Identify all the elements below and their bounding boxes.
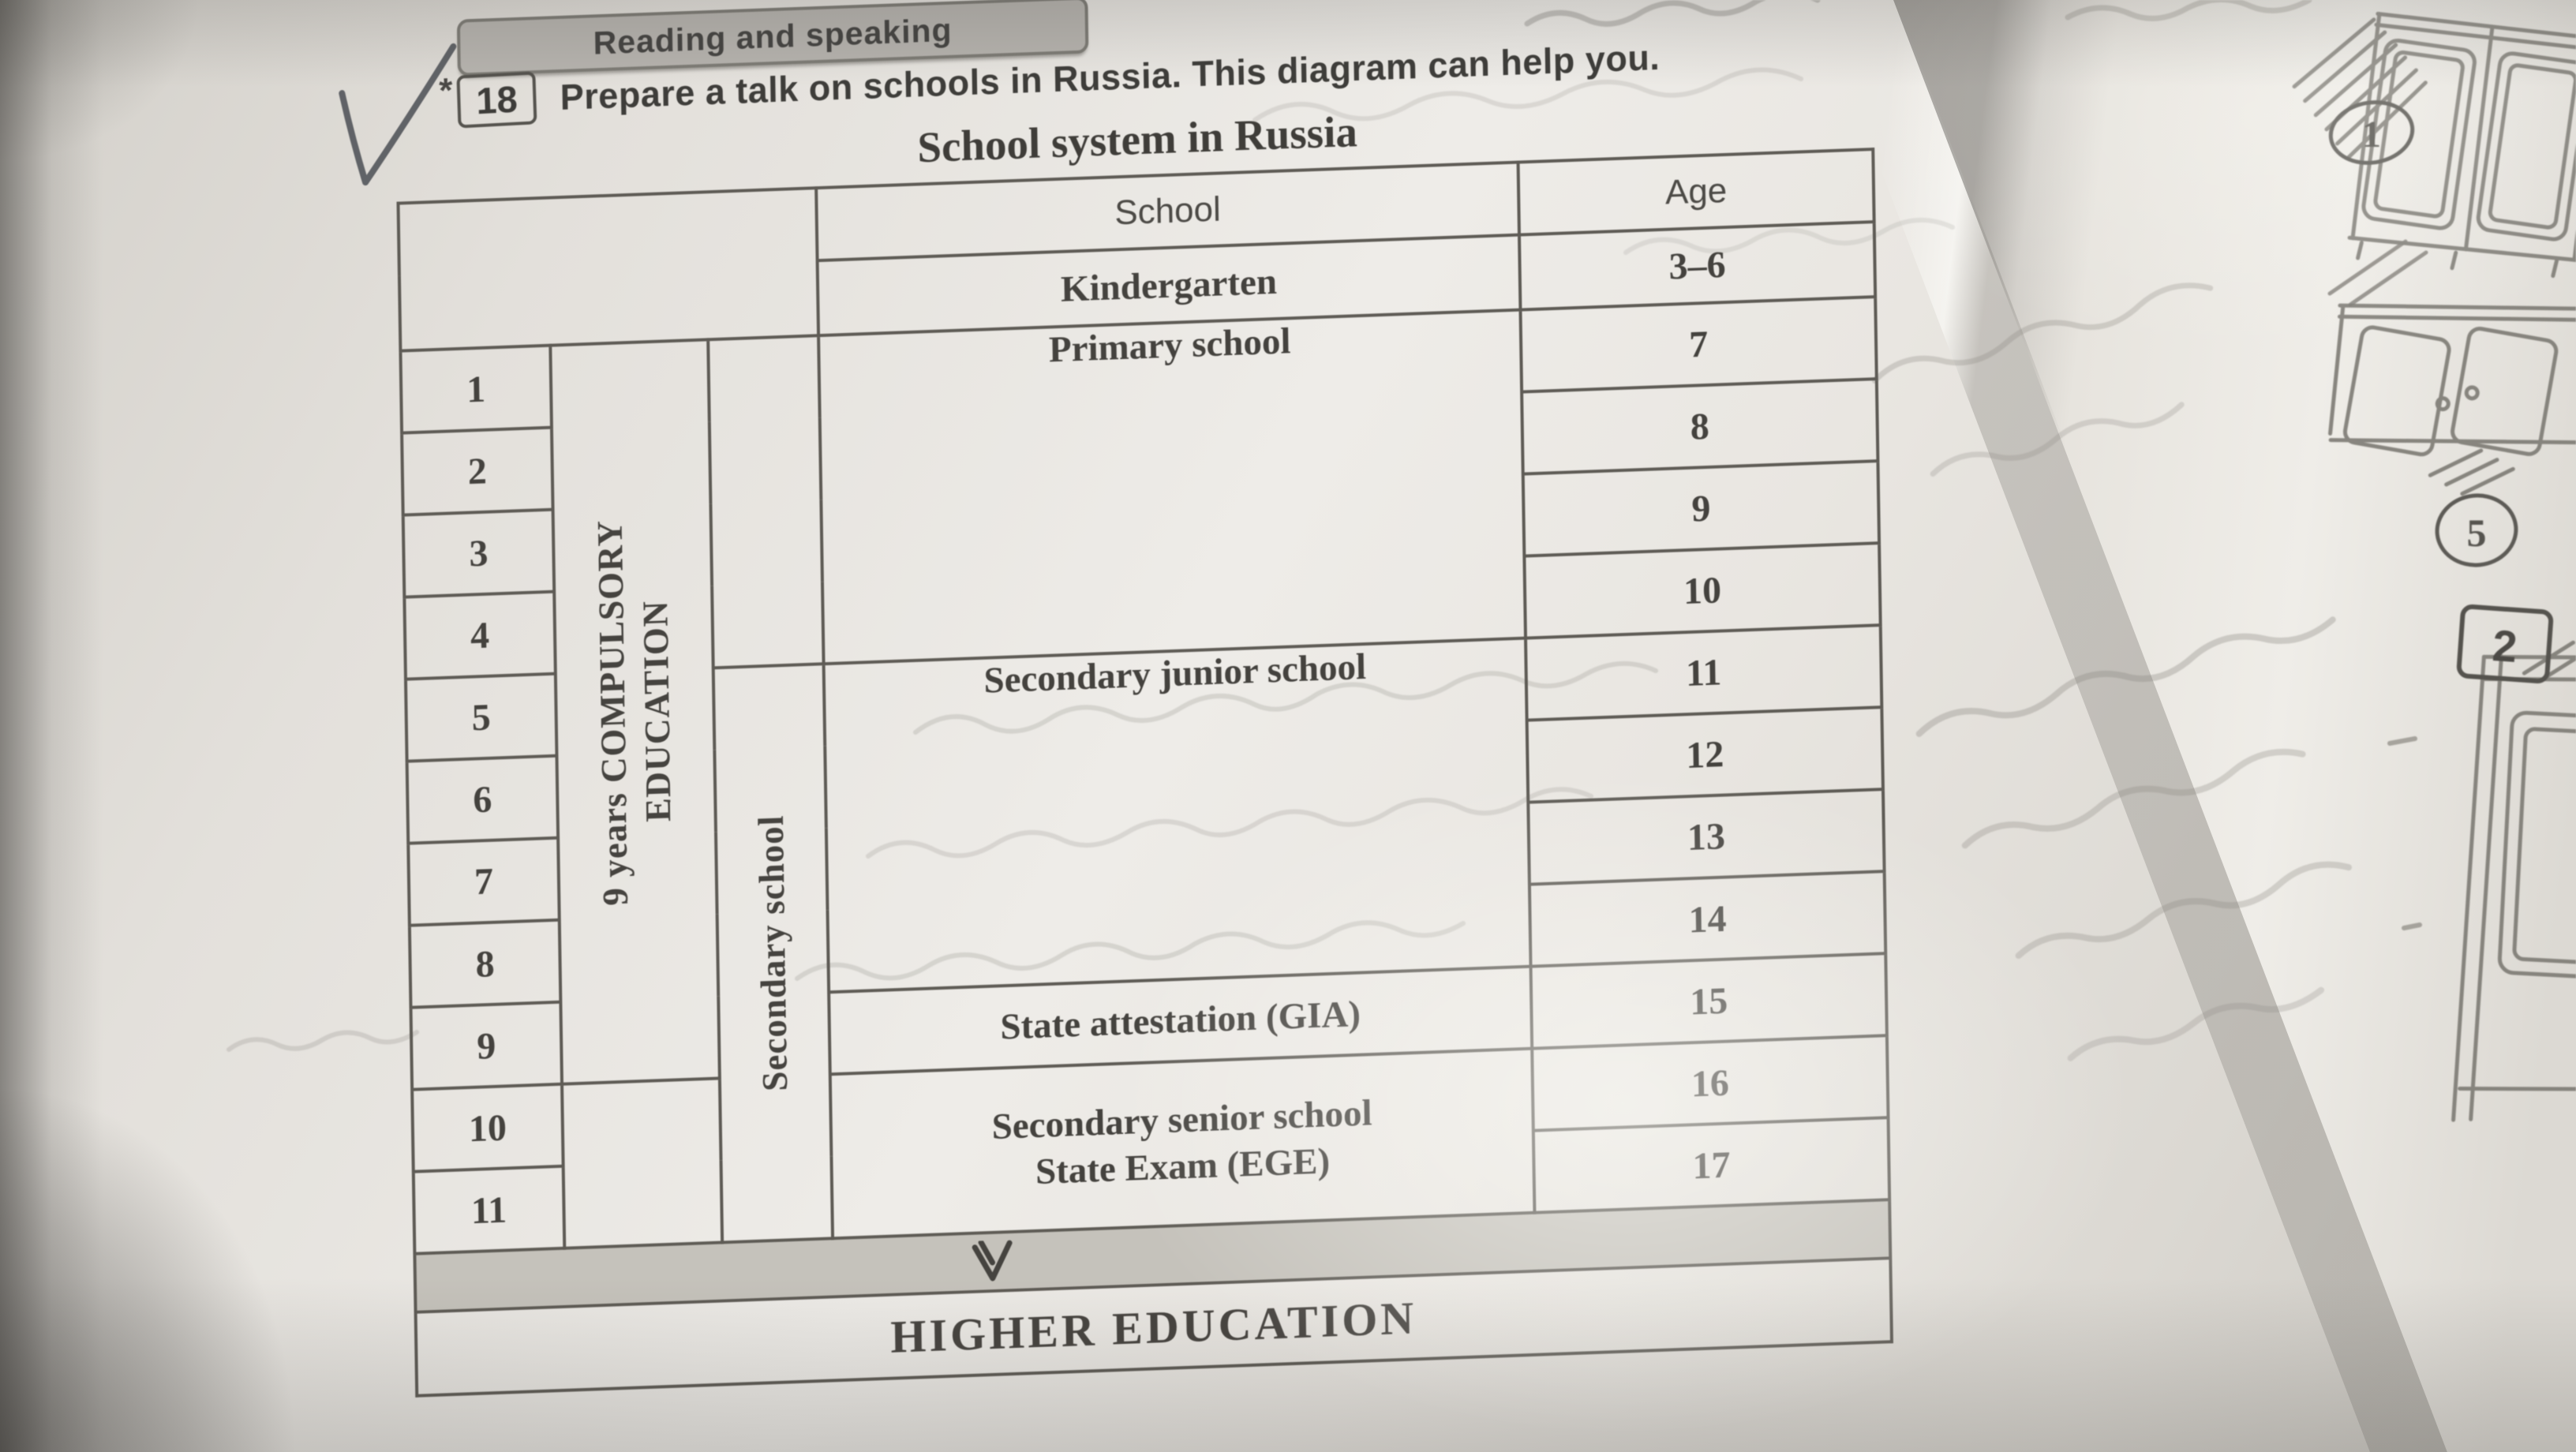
age-cell: 12 xyxy=(1526,707,1883,803)
age-cell: 7 xyxy=(1520,297,1877,392)
age-cell: 9 xyxy=(1522,461,1880,556)
compulsory-education-cell: 9 years COMPULSORY EDUCATION xyxy=(550,339,720,1084)
age-cell: 17 xyxy=(1533,1117,1890,1213)
compulsory-education-label: 9 years COMPULSORY EDUCATION xyxy=(590,518,679,907)
age-cell: 13 xyxy=(1528,789,1885,885)
school-cell-secondary-junior: Secondary junior school xyxy=(823,638,1531,993)
school-system-table: School Age Kindergarten 3–6 1 9 years CO… xyxy=(396,148,1893,1398)
grade-cell: 11 xyxy=(413,1166,565,1254)
school-cell-primary: Primary school xyxy=(818,309,1526,664)
grade-cell: 1 xyxy=(400,345,552,433)
empty-cell xyxy=(708,335,824,668)
age-cell: 3–6 xyxy=(1518,222,1876,310)
secondary-school-label: Secondary school xyxy=(751,814,796,1092)
grade-cell: 7 xyxy=(408,837,560,926)
age-cell: 11 xyxy=(1526,625,1882,720)
grade-cell: 3 xyxy=(402,509,555,597)
exercise-number-badge: 18 xyxy=(456,71,537,129)
grade-cell: 10 xyxy=(412,1083,564,1172)
empty-cell xyxy=(562,1078,723,1248)
grade-cell: 9 xyxy=(410,1001,563,1090)
column-header-age: Age xyxy=(1518,149,1874,235)
exercise-star-icon: * xyxy=(438,70,453,110)
grade-cell: 6 xyxy=(406,755,559,844)
school-cell-secondary-senior: Secondary senior school State Exam (EGE) xyxy=(829,1048,1535,1239)
grade-cell: 4 xyxy=(404,591,556,679)
empty-top-left-cell xyxy=(398,188,819,351)
secondary-school-cell: Secondary school xyxy=(713,664,833,1243)
section-header-label: Reading and speaking xyxy=(593,11,953,61)
grade-cell: 2 xyxy=(402,427,553,515)
grade-cell: 5 xyxy=(405,673,557,762)
age-cell: 14 xyxy=(1529,871,1886,967)
age-cell: 15 xyxy=(1530,953,1887,1049)
down-arrow-icon xyxy=(968,1239,1013,1284)
age-cell: 16 xyxy=(1532,1035,1889,1131)
age-cell: 10 xyxy=(1524,543,1881,638)
grade-cell: 8 xyxy=(409,919,561,1008)
age-cell: 8 xyxy=(1522,379,1878,474)
